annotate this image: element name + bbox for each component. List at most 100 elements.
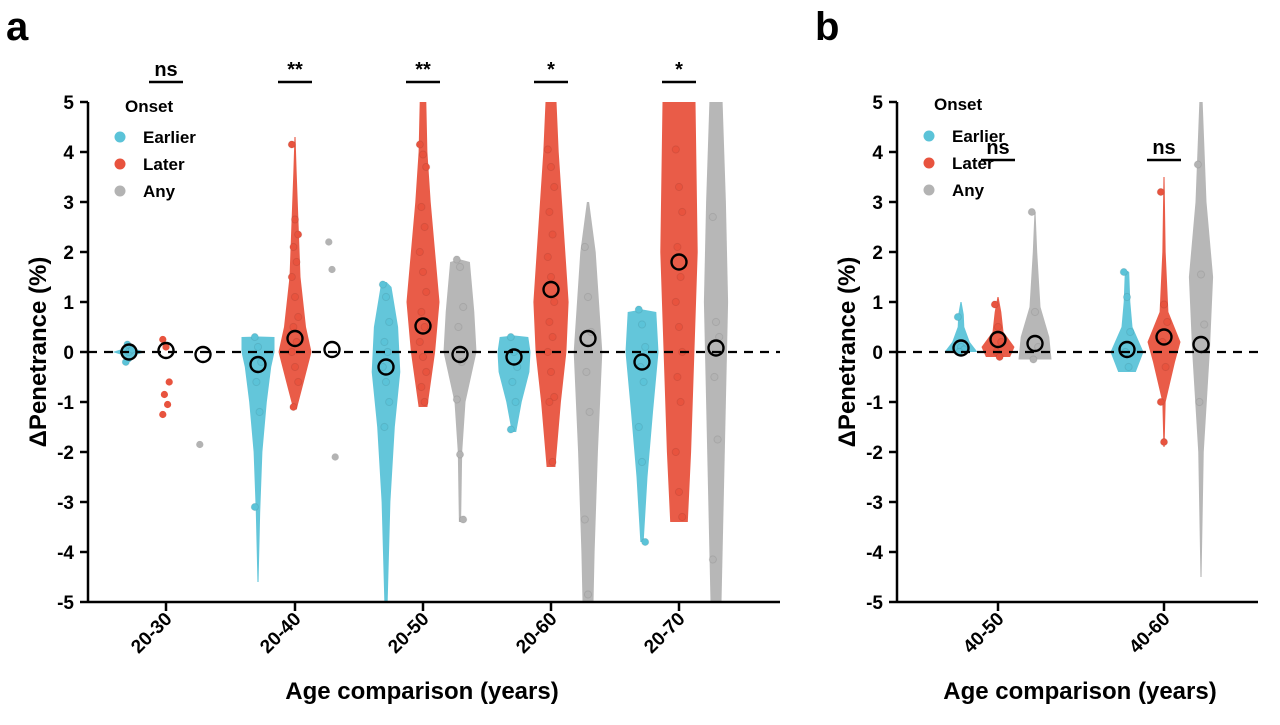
x-tick-label: 20-50 <box>384 609 433 658</box>
median-marker-earlier <box>120 343 138 361</box>
data-point-later <box>673 372 682 382</box>
data-point-later <box>550 297 559 307</box>
data-point-later <box>543 145 552 154</box>
x-tick-label: 40-50 <box>959 609 1008 658</box>
y-tick-label: -4 <box>866 543 883 564</box>
violin-later-20-60 <box>533 102 569 467</box>
median-marker-later <box>1155 328 1173 346</box>
data-point-later <box>290 215 300 224</box>
data-point-later <box>674 182 684 192</box>
x-tick-label: 20-60 <box>512 609 561 658</box>
y-tick-label: -5 <box>57 593 74 614</box>
violin-any-40-60 <box>1188 102 1214 577</box>
panel-b-x-ticks: 40-50 40-60 <box>959 602 1175 658</box>
panel-a-legend: Onset Earlier Later Any <box>114 97 196 201</box>
median-marker-later <box>542 280 560 299</box>
violin-earlier-20-50 <box>371 282 401 602</box>
data-point-earlier <box>1119 267 1128 277</box>
panel-a-y-axis-title: ΔPenetrance (%) <box>25 257 52 448</box>
data-point-later <box>678 207 687 217</box>
y-tick-label: -5 <box>866 593 883 614</box>
y-tick-label: -3 <box>57 493 74 514</box>
data-point-any <box>710 372 719 382</box>
panel-a-letter: a <box>6 5 29 49</box>
median-marker-any <box>1026 334 1044 353</box>
data-point-later <box>671 145 680 154</box>
median-marker-any <box>451 345 469 364</box>
data-point-later <box>671 447 680 457</box>
y-tick-label: 3 <box>63 193 74 214</box>
data-point-later <box>545 207 554 217</box>
data-point-earlier <box>380 422 389 432</box>
median-marker-any <box>323 340 341 359</box>
data-point-any <box>585 407 594 417</box>
data-point-later <box>287 140 296 149</box>
data-point-later <box>159 335 167 344</box>
data-point-later <box>674 322 684 332</box>
data-point-later <box>676 272 685 282</box>
y-tick-label: 5 <box>63 93 74 114</box>
median-marker-earlier <box>1118 340 1136 359</box>
data-point-any <box>708 212 717 222</box>
data-point-any <box>1200 320 1209 329</box>
data-point-earlier <box>385 317 394 327</box>
data-point-later <box>418 150 428 159</box>
data-point-any <box>580 515 589 524</box>
data-point-later <box>546 367 556 377</box>
data-point-later <box>159 410 167 419</box>
data-point-later <box>415 337 424 347</box>
data-point-earlier <box>381 292 391 302</box>
x-tick-label: 20-40 <box>256 609 305 658</box>
data-point-later <box>294 377 303 387</box>
data-point-earlier <box>511 397 520 407</box>
significance-label: ns <box>154 59 177 81</box>
violin-later-20-50 <box>406 102 440 407</box>
data-point-any <box>459 515 468 524</box>
data-point-later <box>546 272 556 282</box>
data-point-earlier <box>506 425 515 434</box>
data-point-later <box>417 202 426 212</box>
panel-a-plot-area: ns ** ** * * <box>88 59 780 602</box>
data-point-any <box>452 395 461 404</box>
data-point-earlier <box>1124 362 1133 372</box>
data-point-earlier <box>637 320 647 329</box>
data-point-later <box>548 332 557 342</box>
y-tick-label: 3 <box>872 193 883 214</box>
data-point-earlier <box>508 377 517 387</box>
x-tick-label: 20-70 <box>640 609 689 658</box>
data-point-later <box>674 487 684 497</box>
data-point-any <box>455 450 465 459</box>
data-point-earlier <box>378 280 387 289</box>
data-point-any <box>1193 160 1202 169</box>
violin-later-20-70 <box>660 102 698 522</box>
legend-label-any: Any <box>143 182 176 201</box>
panel-b-legend: Onset Earlier Later Any <box>923 95 1005 200</box>
median-marker-later <box>989 330 1007 349</box>
panel-b-letter: b <box>815 5 839 49</box>
data-point-later <box>165 378 173 386</box>
panel-b-x-axis-title: Age comparison (years) <box>943 678 1216 705</box>
data-point-later <box>1156 187 1165 197</box>
data-point-later <box>415 140 424 149</box>
data-point-later <box>417 382 426 392</box>
panel-a-x-axis-title: Age comparison (years) <box>285 678 558 705</box>
y-tick-label: 0 <box>63 343 74 364</box>
panel-b-y-ticks: -5 -4 -3 -2 -1 0 1 2 3 4 5 <box>866 93 897 614</box>
data-point-earlier <box>1126 327 1135 337</box>
data-point-later <box>422 287 431 297</box>
data-point-later <box>1156 397 1165 407</box>
data-point-any <box>196 440 204 449</box>
violin-earlier-20-40 <box>241 336 275 582</box>
data-point-earlier <box>639 377 648 387</box>
data-point-later <box>287 272 296 282</box>
data-point-any <box>1196 270 1206 279</box>
violin-later-40-60 <box>1147 177 1181 447</box>
legend-marker-earlier <box>114 131 126 143</box>
data-point-earlier <box>1122 292 1132 302</box>
data-point-later <box>417 307 426 317</box>
data-point-earlier <box>641 537 650 547</box>
median-marker-later <box>286 329 304 348</box>
data-point-later <box>1159 437 1169 447</box>
